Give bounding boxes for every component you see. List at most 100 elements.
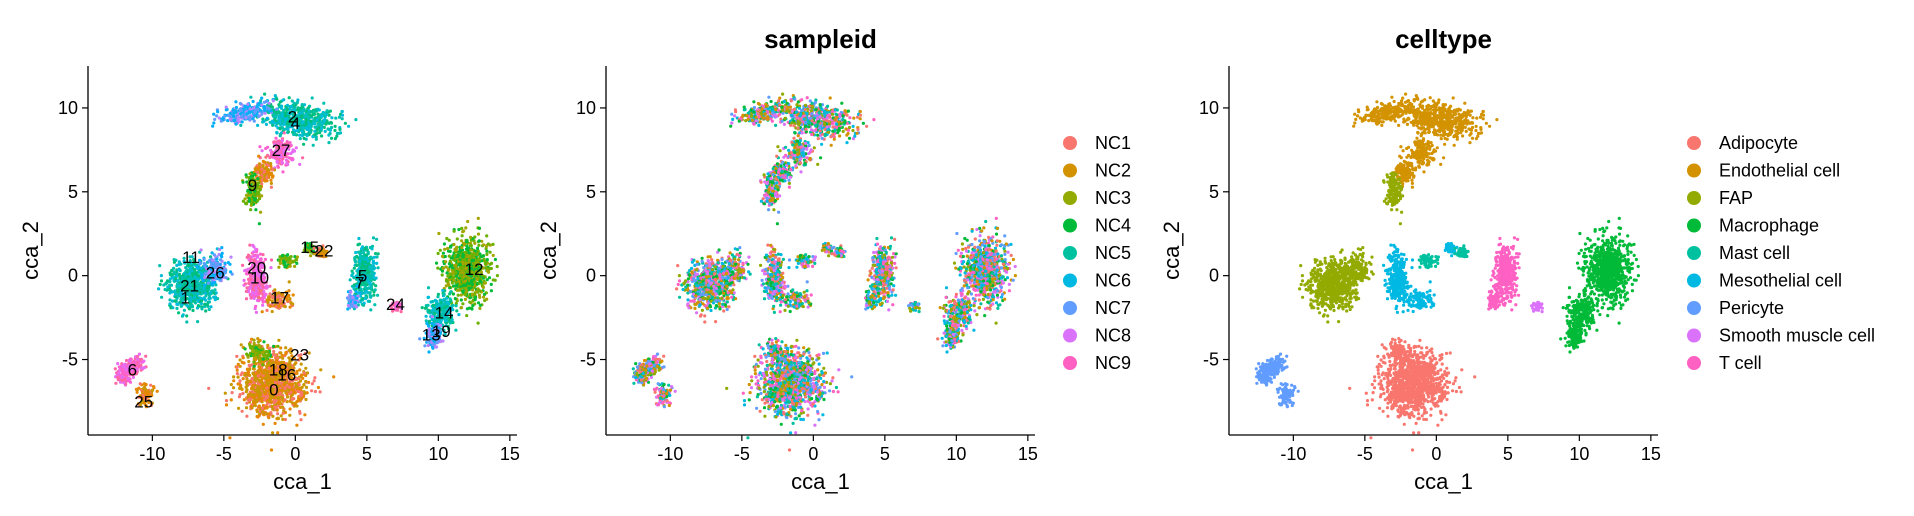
- data-point: [300, 385, 304, 389]
- data-point: [249, 95, 253, 99]
- data-point: [230, 391, 234, 395]
- data-point: [460, 267, 464, 271]
- data-point: [255, 410, 259, 414]
- data-point: [327, 141, 331, 145]
- data-point: [471, 253, 475, 257]
- data-point: [447, 238, 451, 242]
- data-point: [456, 253, 460, 257]
- data-point: [265, 354, 269, 358]
- data-point: [258, 344, 262, 348]
- data-point: [235, 368, 239, 372]
- data-point: [252, 360, 256, 364]
- data-point: [244, 373, 248, 377]
- data-point: [445, 296, 449, 300]
- data-point: [481, 243, 486, 247]
- data-point: [173, 299, 177, 303]
- data-point: [294, 385, 298, 389]
- data-point: [495, 274, 499, 278]
- data-point: [254, 247, 258, 251]
- data-point: [276, 412, 280, 416]
- data-point: [252, 106, 256, 110]
- data-point: [298, 133, 302, 137]
- data-point: [279, 414, 283, 418]
- data-point: [253, 253, 257, 257]
- data-point: [223, 114, 227, 118]
- data-point: [307, 125, 311, 129]
- data-point: [240, 371, 244, 375]
- data-point: [313, 389, 317, 394]
- data-point: [470, 292, 474, 296]
- data-point: [478, 289, 482, 293]
- data-point: [159, 279, 164, 283]
- data-point: [312, 112, 317, 116]
- data-point: [248, 172, 252, 176]
- data-point: [430, 315, 434, 319]
- data-point: [264, 122, 268, 126]
- data-point: [330, 116, 334, 120]
- data-point: [468, 296, 472, 300]
- data-point: [467, 251, 471, 255]
- data-point: [245, 414, 249, 418]
- data-point: [223, 391, 227, 395]
- data-point: [251, 383, 255, 387]
- data-point: [464, 226, 468, 230]
- data-point: [252, 380, 256, 385]
- data-point: [264, 377, 268, 381]
- data-point: [238, 101, 242, 106]
- data-point: [460, 239, 464, 243]
- data-point: [252, 296, 256, 300]
- data-point: [444, 260, 448, 264]
- data-point: [280, 353, 284, 358]
- data-point: [269, 448, 274, 452]
- data-point: [272, 121, 276, 125]
- panel-1: -10 -5 0 5 10 15-50510cca_1cca_20124567910111…: [18, 66, 520, 494]
- data-point: [317, 115, 321, 119]
- data-point: [251, 243, 255, 247]
- data-point: [354, 118, 358, 122]
- data-point: [252, 364, 256, 368]
- data-point: [267, 412, 271, 416]
- data-point: [200, 299, 204, 303]
- data-point: [246, 373, 251, 377]
- data-point: [258, 395, 262, 399]
- data-point: [257, 222, 261, 226]
- data-point: [437, 231, 441, 236]
- data-point: [444, 284, 448, 288]
- data-point: [174, 277, 178, 281]
- data-point: [287, 96, 291, 100]
- data-point: [239, 115, 243, 119]
- data-point: [256, 166, 260, 170]
- data-point: [469, 244, 473, 248]
- data-point: [448, 265, 452, 269]
- data-point: [252, 338, 256, 342]
- data-point: [257, 404, 261, 409]
- data-point: [117, 371, 121, 376]
- data-point: [293, 391, 297, 395]
- data-point: [295, 423, 299, 427]
- data-point: [426, 295, 430, 299]
- data-point: [463, 251, 468, 255]
- data-point: [200, 291, 204, 295]
- data-point: [459, 298, 463, 302]
- data-point: [240, 409, 244, 413]
- data-point: [263, 92, 267, 96]
- data-point: [287, 280, 291, 284]
- data-point: [265, 308, 269, 312]
- data-point: [461, 302, 465, 306]
- data-point: [302, 107, 306, 111]
- data-point: [288, 360, 292, 364]
- data-point: [204, 309, 208, 313]
- data-point: [229, 382, 233, 387]
- data-point: [232, 375, 236, 379]
- data-point: [260, 167, 264, 171]
- data-point: [300, 373, 304, 377]
- data-point: [257, 350, 261, 354]
- data-point: [489, 282, 493, 286]
- data-point: [235, 354, 239, 358]
- data-point: [286, 127, 290, 131]
- data-point: [169, 273, 173, 277]
- data-point: [241, 263, 245, 267]
- data-point: [270, 404, 274, 408]
- data-point: [291, 148, 295, 152]
- data-point: [257, 154, 261, 158]
